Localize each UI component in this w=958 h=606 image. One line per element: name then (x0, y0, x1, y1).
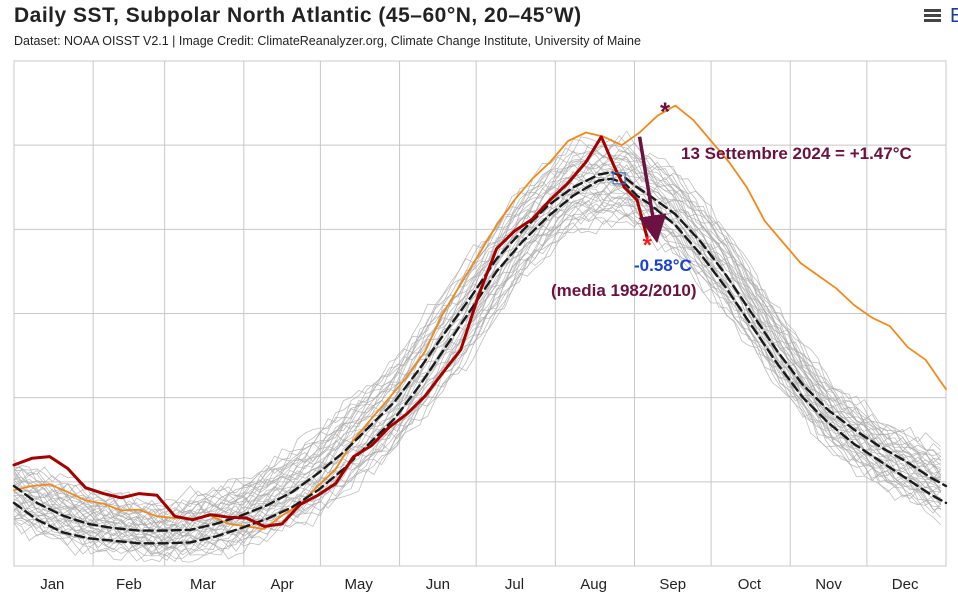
x-tick-label-feb: Feb (116, 576, 142, 593)
x-axis-ticks: Jan Feb Mar Apr May Jun Jul Aug Sep Oct Nov Dec (40, 576, 919, 593)
other-year-line-40 (13, 135, 942, 523)
page-title: Daily SST, Subpolar North Atlantic (45–6… (14, 4, 582, 27)
x-tick-label-jan: Jan (40, 576, 64, 593)
annotation-baseline-note: (media 1982/2010) (551, 281, 697, 300)
hamburger-menu-icon (924, 9, 941, 24)
other-year-line-27 (13, 164, 942, 529)
other-year-line-38 (13, 142, 941, 518)
other-year-line-29 (13, 154, 942, 535)
x-tick-label-jun: Jun (426, 576, 450, 593)
series-2024 (12, 135, 649, 528)
series-climatology-upper- (12, 170, 948, 532)
x-tick-label-jul: Jul (505, 576, 524, 593)
dataset-credit: Dataset: NOAA OISST V2.1 | Image Credit:… (14, 34, 641, 48)
other-year-line-3 (13, 203, 942, 563)
menu-clipped-label: E (950, 6, 958, 27)
marker-2024-latest-star: * (643, 232, 653, 259)
grid (13, 60, 947, 567)
climatology-mark-box (612, 172, 626, 185)
x-tick-label-sep: Sep (659, 576, 686, 593)
series-1982-2010-mean (12, 177, 948, 545)
annotation-date-value: 13 Settembre 2024 = +1.47°C (681, 144, 912, 163)
other-year-line-10 (13, 191, 942, 556)
x-tick-label-may: May (345, 576, 374, 593)
other-year-line-14 (13, 180, 941, 556)
x-tick-label-nov: Nov (815, 576, 842, 593)
annotation-arrow (637, 136, 667, 244)
annotation-anomaly-value: -0.58°C (634, 256, 692, 275)
marker-2023-peak-star: * (660, 96, 671, 126)
highlight-series (12, 104, 948, 545)
x-tick-label-apr: Apr (270, 576, 293, 593)
x-tick-label-mar: Mar (190, 576, 216, 593)
x-tick-label-dec: Dec (892, 576, 919, 593)
other-year-line-2 (13, 209, 942, 563)
series-2023 (13, 104, 947, 530)
x-tick-label-oct: Oct (738, 576, 762, 593)
other-year-line-7 (13, 200, 942, 561)
x-tick-label-aug: Aug (580, 576, 607, 593)
chart-menu-button[interactable]: E (924, 6, 958, 28)
annotation-overlay: ** (612, 96, 671, 259)
